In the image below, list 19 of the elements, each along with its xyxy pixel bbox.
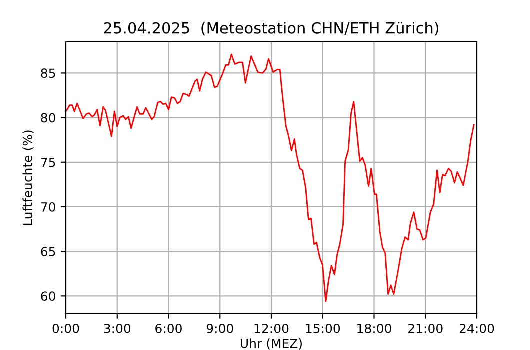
y-tick-label: 70 bbox=[41, 202, 56, 212]
y-tick-label: 85 bbox=[41, 68, 56, 78]
x-tick-label: 15:00 bbox=[306, 324, 340, 334]
y-tick-label: 75 bbox=[41, 158, 56, 168]
x-tick-label: 3:00 bbox=[104, 324, 131, 334]
x-axis-title: Uhr (MEZ) bbox=[240, 338, 302, 350]
y-tick-label: 65 bbox=[41, 247, 56, 256]
x-tick-label: 21:00 bbox=[408, 324, 443, 334]
x-tick-label: 24:00 bbox=[460, 324, 494, 334]
x-tick-label: 12:00 bbox=[254, 324, 289, 334]
y-tick-label: 60 bbox=[41, 292, 56, 302]
line-series bbox=[66, 54, 475, 302]
x-tick-label: 6:00 bbox=[156, 324, 182, 334]
y-axis-title: Luftfeuchte (%) bbox=[22, 130, 34, 226]
x-tick-label: 9:00 bbox=[206, 324, 234, 334]
x-tick-label: 18:00 bbox=[358, 324, 392, 334]
y-tick-label: 80 bbox=[41, 113, 56, 123]
chart-title: 25.04.2025 (Meteostation CHN/ETH Zürich) bbox=[104, 22, 439, 36]
x-tick-label: 0:00 bbox=[52, 324, 80, 334]
